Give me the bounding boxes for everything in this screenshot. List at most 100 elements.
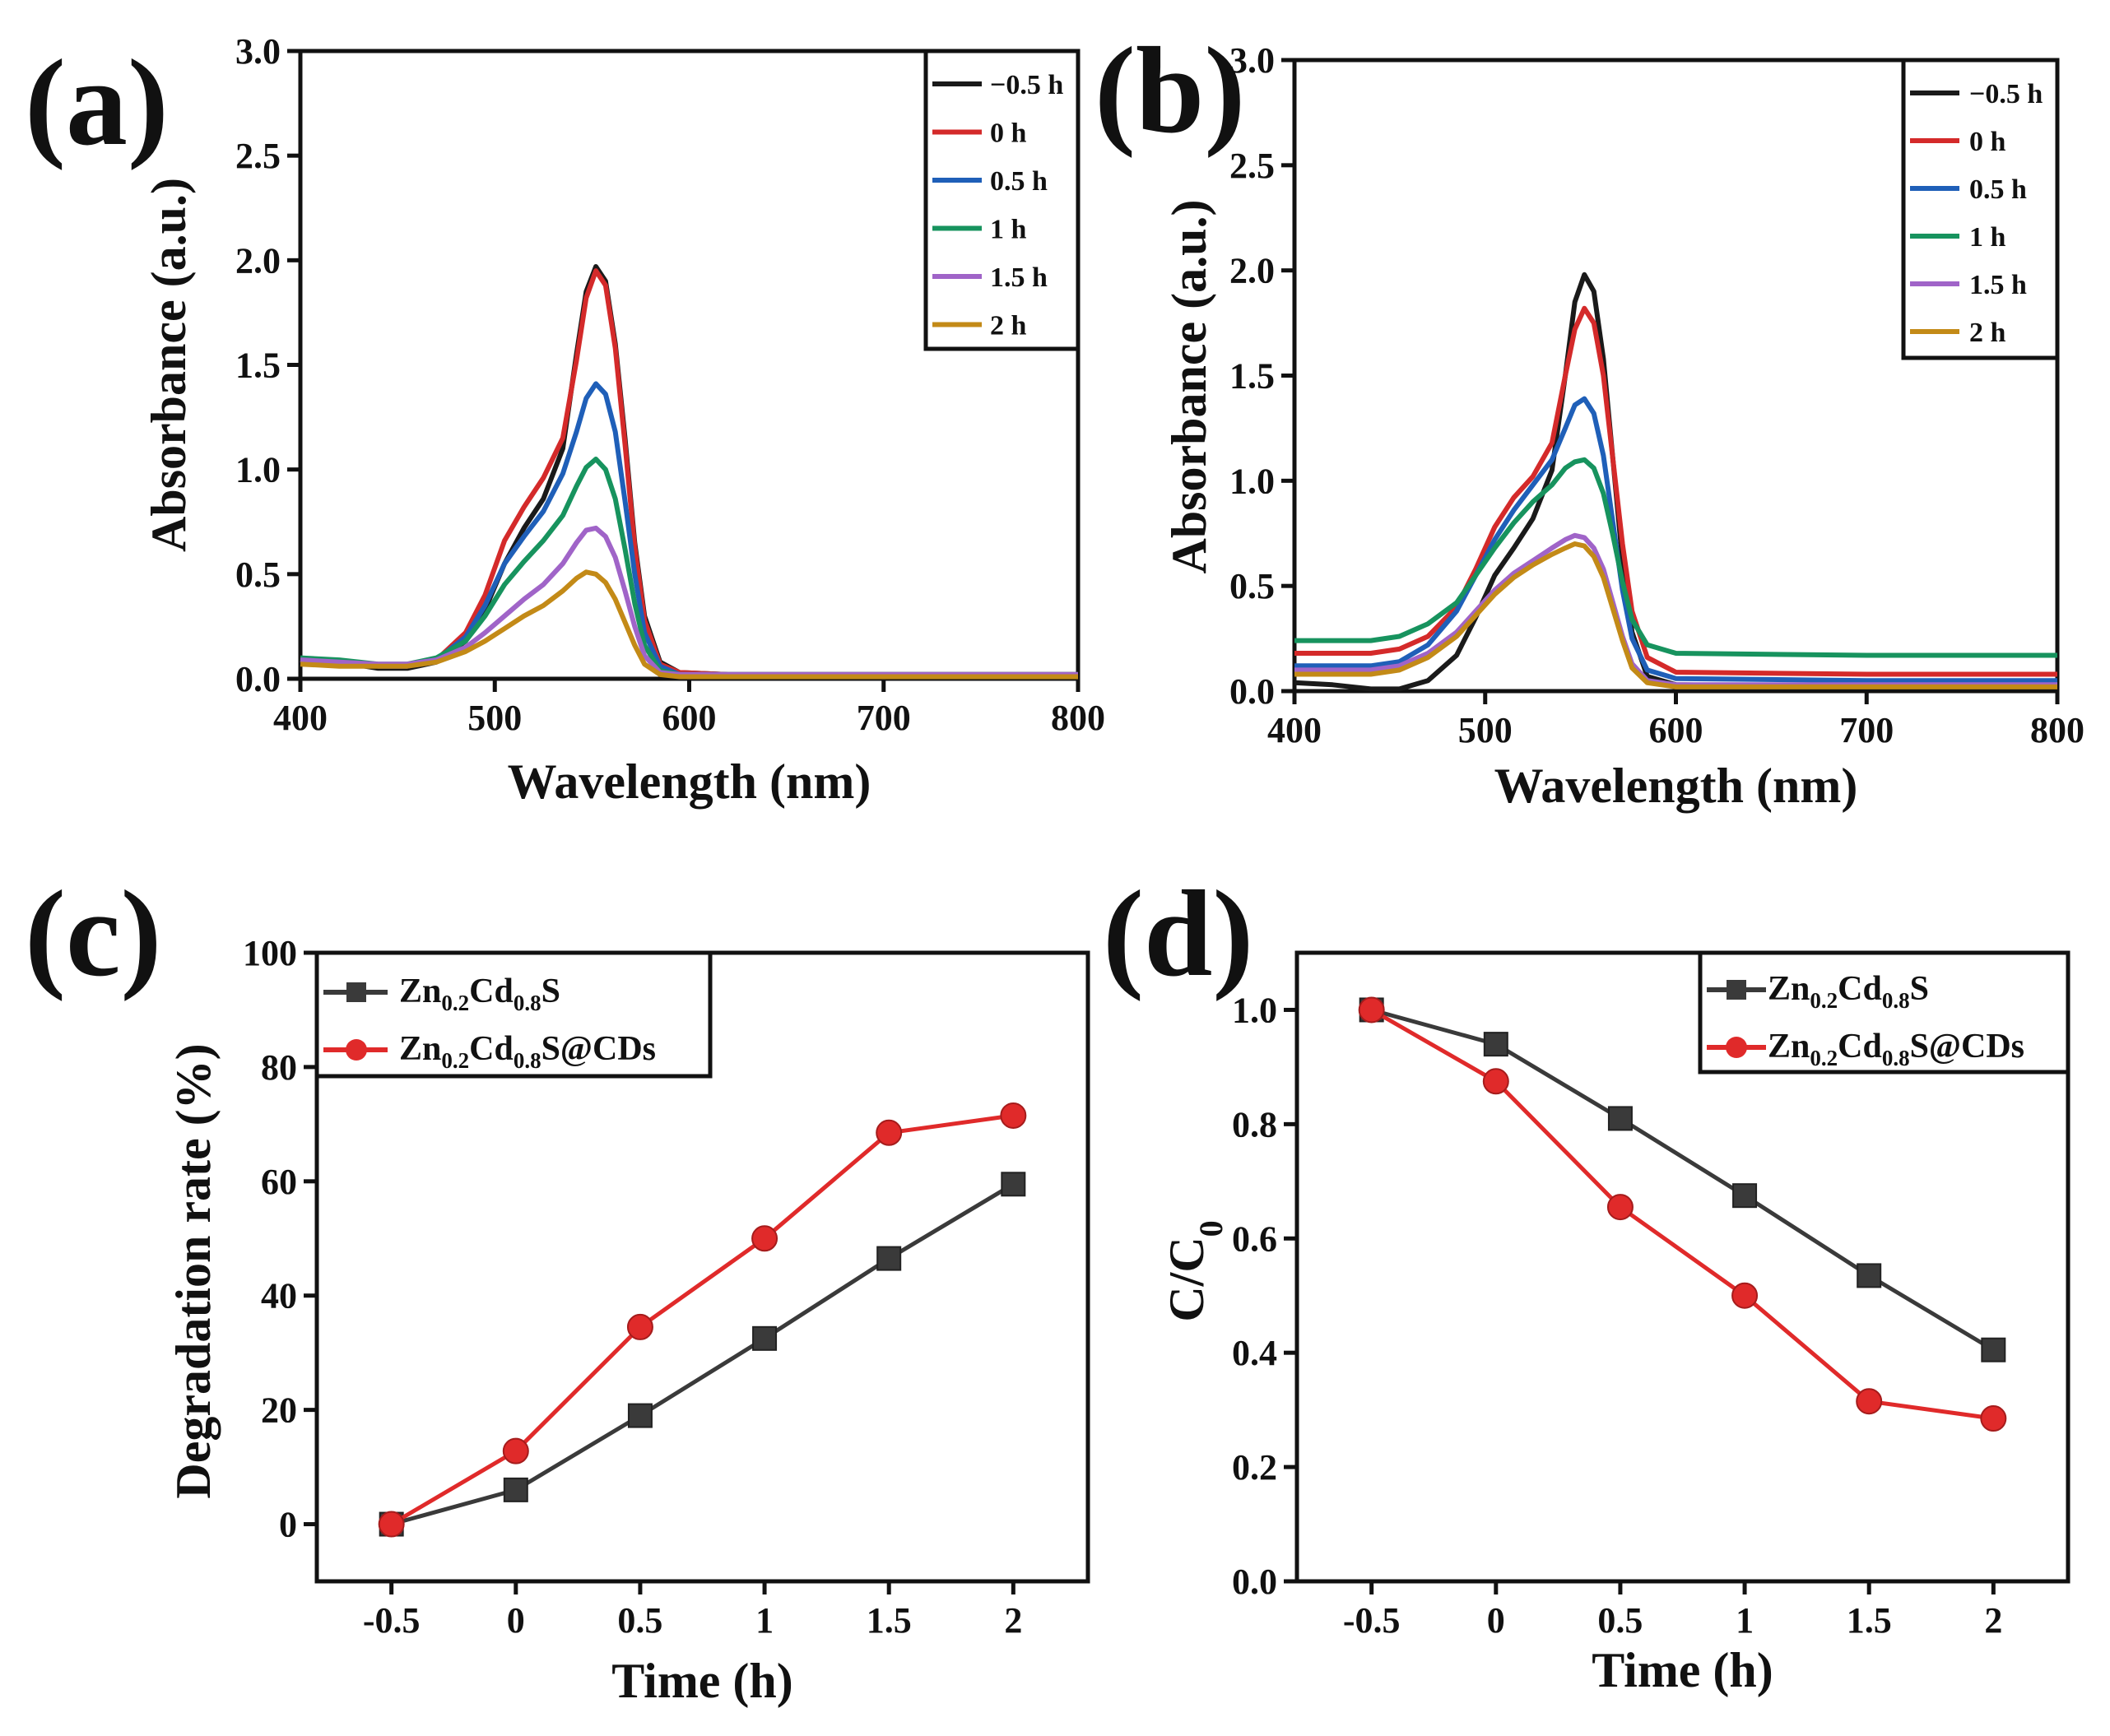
x-tick-label: 1.5 <box>867 1600 912 1641</box>
y-tick-label: 2.0 <box>235 240 281 281</box>
x-tick-label: 500 <box>467 698 522 738</box>
y-tick-label: 3.0 <box>1229 40 1275 81</box>
legend-label: 0.5 h <box>990 166 1048 197</box>
legend-label: 0 h <box>1969 127 2006 157</box>
legend-marker-square <box>346 982 366 1002</box>
data-point-square <box>1857 1263 1882 1288</box>
series-line-1 <box>1371 1008 1995 1352</box>
data-point-square <box>1483 1032 1508 1057</box>
legend-box <box>1901 58 2060 360</box>
legend-label: 0 h <box>990 118 1027 149</box>
legend-label-subscript: 0.2 <box>441 991 469 1015</box>
legend-label: −0.5 h <box>990 70 1063 100</box>
data-point-circle <box>1856 1388 1883 1415</box>
x-tick-label: 700 <box>857 698 911 738</box>
y-tick-label: 1.0 <box>235 450 281 490</box>
legend-label: −0.5 h <box>1969 79 2043 109</box>
panel-d-label: (d) <box>1103 866 1253 1002</box>
data-point-circle <box>502 1437 529 1464</box>
y-tick-label: 1.5 <box>1229 356 1275 397</box>
series-line-5 <box>300 525 1078 677</box>
legend-label: 2 h <box>1969 318 2006 348</box>
legend-box <box>314 950 713 1079</box>
y-tick-label: 3.0 <box>235 31 281 72</box>
legend-label-text: Cd <box>1838 1028 1882 1065</box>
series-line-6 <box>1294 541 2057 689</box>
x-tick-label: 1.5 <box>1847 1600 1892 1641</box>
y-tick-label: 80 <box>261 1047 297 1088</box>
legend-label: Zn0.2Cd0.8S <box>399 972 560 1015</box>
x-tick-label: 0 <box>507 1600 525 1641</box>
legend-label-text: Cd <box>469 972 514 1010</box>
x-tick-label: 0.5 <box>1597 1600 1643 1641</box>
data-point-square <box>752 1325 778 1351</box>
legend-label: 1.5 h <box>990 262 1048 293</box>
x-tick-label: 700 <box>1839 710 1894 750</box>
legend-label-text: Zn <box>1768 970 1810 1008</box>
x-tick-label: 1 <box>1736 1600 1754 1641</box>
y-tick-label: 0.5 <box>235 555 281 595</box>
legend-marker-circle <box>1726 1037 1747 1058</box>
legend-marker-circle <box>346 1039 367 1061</box>
y-axis-title: C/C0 <box>1160 1220 1229 1321</box>
chart-panel-2: 400 500 600 700 800 0.0 0.5 1.0 1.5 2.0 2.5 3.0 Wave… <box>1162 40 2084 813</box>
y-tick-label: 2.0 <box>1229 251 1275 291</box>
series-line-5 <box>1294 532 2057 688</box>
data-point-circle <box>876 1119 903 1146</box>
data-point-circle <box>1000 1102 1027 1129</box>
legend-label-text: S@CDs <box>541 1030 656 1068</box>
legend: −0.5 h 0 h 0.5 h 1 h 1.5 h 2 h <box>1901 58 2060 360</box>
x-tick-label: 800 <box>2030 710 2084 750</box>
legend-label-text: Zn <box>1768 1028 1810 1065</box>
data-point-square <box>1001 1172 1026 1197</box>
legend-label-text: S <box>1910 970 1929 1008</box>
panels-layer: 400 500 600 700 8000.00.51.01.52.02.53.0Wave… <box>142 31 2084 1708</box>
data-point-circle <box>751 1225 778 1252</box>
legend-label: 1 h <box>990 215 1027 245</box>
legend-box <box>1698 950 2070 1075</box>
y-tick-label: 0.2 <box>1232 1447 1277 1488</box>
series-line-1 <box>391 1182 1015 1526</box>
legend-label: 1 h <box>1969 222 2006 253</box>
plot-frame <box>1294 950 2070 1584</box>
legend-label: 0.5 h <box>1969 174 2027 205</box>
x-tick-label: 0 <box>1487 1600 1505 1641</box>
x-tick-label: 500 <box>1458 710 1513 750</box>
data-point-square <box>876 1246 902 1271</box>
y-axis-title: Absorbance (a.u.) <box>1162 199 1216 573</box>
legend-label-text: S@CDs <box>1910 1028 2024 1065</box>
chart-panel-1: 400 500 600 700 800 0.0 0.5 1.0 1.5 2.0 2.5 3.0 Wave… <box>142 31 1105 809</box>
y-tick-label: 0.8 <box>1232 1104 1277 1144</box>
legend-label-text: Cd <box>1838 970 1882 1008</box>
legend-label: Zn0.2Cd0.8S@CDs <box>399 1030 656 1073</box>
data-point-circle <box>1606 1194 1634 1221</box>
data-point-circle <box>378 1511 405 1538</box>
x-tick-label: 400 <box>1267 710 1322 750</box>
y-tick-label: 0.0 <box>235 659 281 699</box>
x-tick-label: 400 <box>273 698 328 738</box>
legend-label-subscript: 0.8 <box>514 1048 541 1073</box>
data-point-circle <box>1358 996 1385 1023</box>
x-tick-label: 0.5 <box>617 1600 662 1641</box>
data-point-square <box>1981 1337 2006 1362</box>
x-tick-label: 600 <box>1649 710 1703 750</box>
legend-label: Zn0.2Cd0.8S@CDs <box>1768 1028 2024 1070</box>
y-tick-label: 0.5 <box>1229 566 1275 606</box>
y-tick-label: 0 <box>279 1505 297 1545</box>
x-axis-title: Wavelength (nm) <box>1494 759 1858 813</box>
series-line-6 <box>300 569 1078 680</box>
legend-label-text: Zn <box>399 1030 441 1068</box>
x-axis-title: Wavelength (nm) <box>508 754 871 809</box>
y-tick-label: 2.5 <box>235 136 281 176</box>
x-tick-label: 1 <box>755 1600 774 1641</box>
x-tick-label: 2 <box>1004 1600 1022 1641</box>
panel-c-label: (c) <box>25 866 161 1002</box>
data-point-circle <box>1980 1405 2007 1432</box>
panel-b-label: (b) <box>1095 22 1245 159</box>
panel-a-label: (a) <box>25 35 169 171</box>
data-point-circle <box>1731 1282 1759 1309</box>
data-point-square <box>503 1477 528 1502</box>
legend-label-subscript: 0.8 <box>514 991 541 1015</box>
